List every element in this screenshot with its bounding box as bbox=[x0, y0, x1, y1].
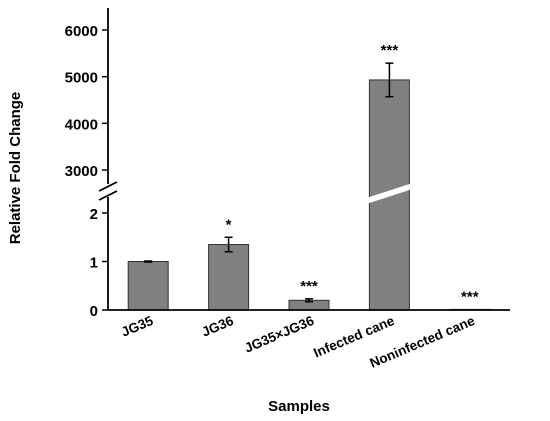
y-axis-ticks: 0 1 2 3000 4000 5000 6000 bbox=[65, 23, 108, 320]
y-axis-title: Relative Fold Change bbox=[7, 92, 24, 245]
significance-label: *** bbox=[300, 278, 318, 295]
y-tick-label: 1 bbox=[90, 255, 98, 272]
y-tick-label: 3000 bbox=[65, 163, 98, 180]
significance-labels: ********** bbox=[226, 42, 479, 305]
y-tick-label: 0 bbox=[90, 303, 98, 320]
significance-label: * bbox=[226, 216, 232, 233]
bar-break-gap bbox=[366, 183, 413, 204]
x-tick-label: JG35×JG36 bbox=[242, 313, 316, 356]
error-bars bbox=[144, 62, 394, 303]
x-tick-label: JG36 bbox=[200, 313, 237, 340]
significance-label: *** bbox=[461, 289, 479, 306]
axes bbox=[98, 8, 510, 311]
y-tick-label: 6000 bbox=[65, 23, 98, 40]
bar bbox=[127, 261, 169, 311]
bars bbox=[127, 79, 491, 311]
y-tick-label: 2 bbox=[90, 206, 98, 223]
bar bbox=[208, 244, 250, 311]
x-axis-title: Samples bbox=[268, 398, 330, 415]
axis-break-mark bbox=[98, 190, 118, 201]
y-tick-label: 4000 bbox=[65, 116, 98, 133]
axis-break-mark bbox=[98, 181, 118, 192]
significance-label: *** bbox=[381, 42, 399, 59]
x-tick-label: JG35 bbox=[119, 313, 156, 340]
y-tick-label: 5000 bbox=[65, 70, 98, 87]
